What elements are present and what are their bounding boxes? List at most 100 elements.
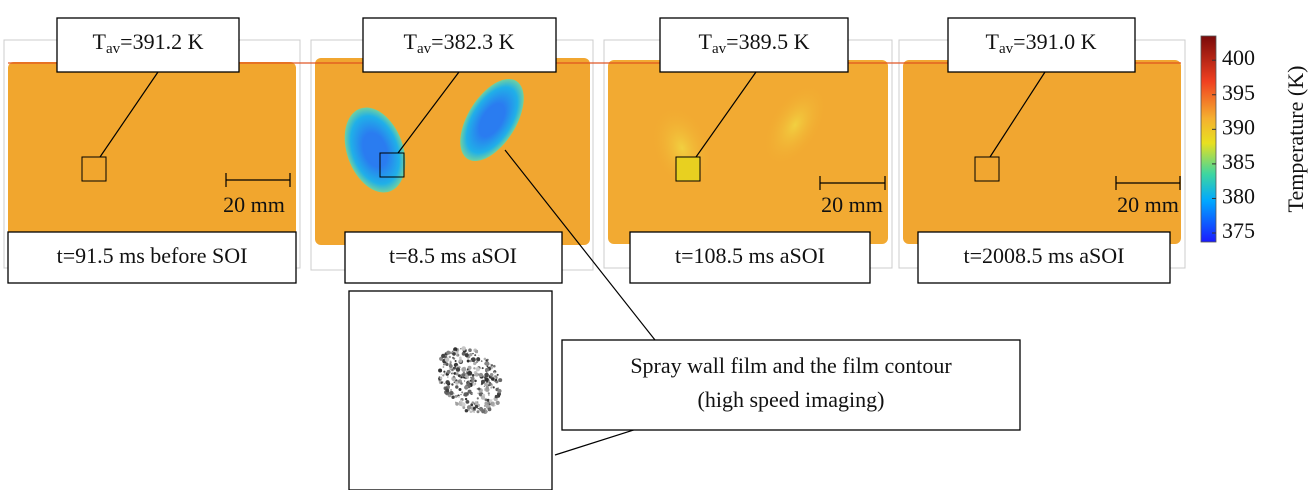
droplet <box>493 386 495 388</box>
droplet <box>468 390 472 394</box>
droplet <box>484 358 487 361</box>
droplet <box>484 377 488 381</box>
droplet <box>460 400 463 403</box>
droplet <box>465 409 468 412</box>
droplet <box>466 386 468 388</box>
droplet <box>454 381 456 383</box>
droplet <box>446 389 450 393</box>
droplet <box>477 410 480 413</box>
droplet <box>469 353 472 356</box>
droplet <box>499 392 501 394</box>
droplet <box>471 377 475 381</box>
time: t=2008.5 ms aSOI <box>964 243 1125 268</box>
scale-label: 20 mm <box>1117 192 1179 217</box>
droplet <box>475 350 478 353</box>
droplet <box>481 360 483 362</box>
droplet <box>476 367 480 371</box>
droplet <box>482 367 484 369</box>
droplet <box>472 401 475 404</box>
time: t=8.5 ms aSOI <box>389 243 517 268</box>
droplet <box>476 357 480 361</box>
droplet <box>449 368 450 369</box>
droplet <box>463 392 467 396</box>
droplet <box>485 361 490 366</box>
droplet <box>453 367 456 370</box>
droplet <box>494 405 496 407</box>
droplet <box>438 369 442 373</box>
colorbar-label: Temperature (K) <box>1283 66 1308 213</box>
droplet <box>467 381 470 384</box>
droplet <box>494 371 496 373</box>
droplet <box>481 382 483 384</box>
droplet <box>446 351 450 355</box>
droplet <box>446 363 449 366</box>
droplet <box>473 367 475 369</box>
droplet <box>461 367 466 372</box>
droplet <box>453 376 455 378</box>
droplet <box>486 386 489 389</box>
time: t=108.5 ms aSOI <box>675 243 825 268</box>
droplet <box>456 373 459 376</box>
droplet <box>493 365 496 368</box>
droplet <box>460 382 463 385</box>
droplet <box>464 380 465 381</box>
droplet <box>444 373 446 375</box>
droplet <box>472 374 475 377</box>
colorbar-ticks: 375380385390395400 <box>1212 45 1255 243</box>
droplet <box>470 410 473 413</box>
droplet <box>487 382 489 384</box>
droplet <box>467 405 472 410</box>
droplet <box>452 352 456 356</box>
droplet <box>455 395 458 398</box>
colorbar-tick-label: 390 <box>1222 114 1255 139</box>
droplet <box>487 359 489 361</box>
droplet <box>467 368 469 370</box>
droplet <box>495 379 497 381</box>
callout-text: Spray wall film and the film contour <box>630 353 952 378</box>
droplet <box>465 377 467 379</box>
droplet <box>445 358 450 363</box>
droplet <box>461 391 463 393</box>
droplet <box>467 360 470 363</box>
droplet <box>481 396 485 400</box>
droplet <box>471 393 473 395</box>
droplet <box>452 357 454 359</box>
droplet <box>455 402 456 403</box>
droplet <box>490 387 492 389</box>
droplet <box>488 408 492 412</box>
colorbar-tick-label: 395 <box>1222 80 1255 105</box>
colorbar-tick-label: 380 <box>1222 183 1255 208</box>
droplet <box>449 356 451 358</box>
droplet <box>473 362 476 365</box>
droplet <box>474 354 476 356</box>
droplet <box>451 396 454 399</box>
droplet <box>468 348 472 352</box>
droplet <box>459 388 462 391</box>
droplet <box>459 403 462 406</box>
droplet <box>474 380 477 383</box>
colorbar-tick-label: 385 <box>1222 149 1255 174</box>
droplet <box>443 364 445 366</box>
droplet <box>460 394 461 395</box>
thermal-images <box>8 58 1181 245</box>
droplet <box>472 353 473 354</box>
droplet <box>443 371 445 373</box>
droplet <box>491 385 493 387</box>
scale-label: 20 mm <box>821 192 883 217</box>
droplet <box>487 399 490 402</box>
droplet <box>474 412 475 413</box>
droplet <box>458 396 460 398</box>
droplet <box>451 383 453 385</box>
droplet <box>491 377 495 381</box>
droplet <box>484 373 489 378</box>
droplet <box>475 405 478 408</box>
droplet <box>490 373 494 377</box>
droplet <box>477 393 479 395</box>
droplet <box>495 395 498 398</box>
colorbar-tick-label: 375 <box>1222 218 1255 243</box>
droplet <box>498 378 502 382</box>
droplet <box>474 403 475 404</box>
droplet <box>450 361 452 363</box>
droplet <box>440 377 443 380</box>
droplet <box>488 392 490 394</box>
